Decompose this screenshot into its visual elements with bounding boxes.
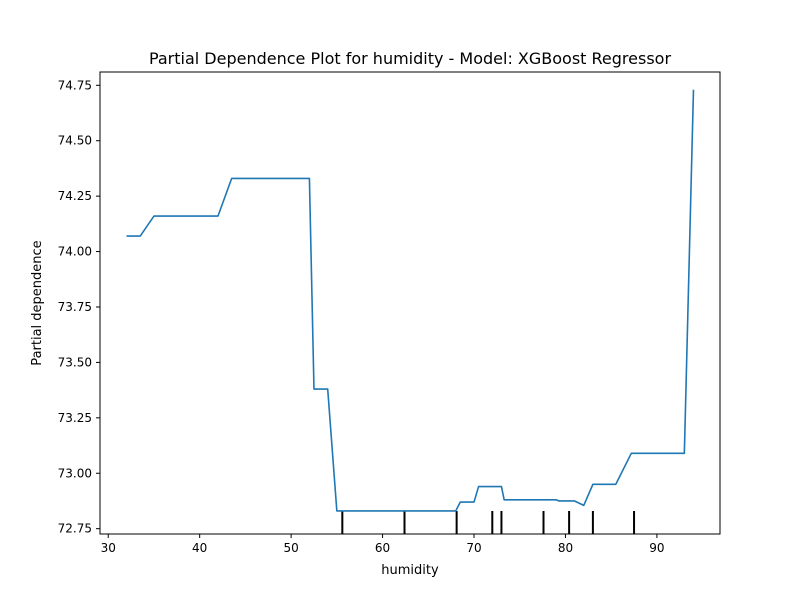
x-tick-label: 80 bbox=[558, 541, 573, 555]
y-tick-label: 74.75 bbox=[58, 78, 92, 92]
series-lines bbox=[126, 89, 695, 512]
y-tick-label: 73.00 bbox=[58, 466, 92, 480]
y-tick-label: 74.00 bbox=[58, 245, 92, 259]
y-tick-label: 72.75 bbox=[58, 522, 92, 536]
y-tick-label: 73.25 bbox=[58, 411, 92, 425]
plot-frame bbox=[99, 71, 721, 535]
x-tick-label: 40 bbox=[192, 541, 207, 555]
y-tick-label: 73.75 bbox=[58, 300, 92, 314]
x-axis-label: humidity bbox=[381, 563, 439, 578]
series-line bbox=[126, 89, 695, 512]
y-tick-label: 74.25 bbox=[58, 189, 92, 203]
y-tick-label: 73.50 bbox=[58, 355, 92, 369]
x-tick-label: 30 bbox=[101, 541, 116, 555]
chart-title: Partial Dependence Plot for humidity - M… bbox=[149, 49, 672, 68]
x-tick-label: 60 bbox=[375, 541, 390, 555]
rug-marks bbox=[341, 511, 636, 534]
x-tick-label: 90 bbox=[649, 541, 664, 555]
x-tick-label: 50 bbox=[283, 541, 298, 555]
x-tick-label: 70 bbox=[466, 541, 481, 555]
y-axis-label: Partial dependence bbox=[30, 240, 45, 365]
y-tick-label: 74.50 bbox=[58, 134, 92, 148]
tick-group: 30 40 50 60 70 80 90 72.75 73.00 73.25 73.50 73.75 7… bbox=[58, 78, 665, 555]
